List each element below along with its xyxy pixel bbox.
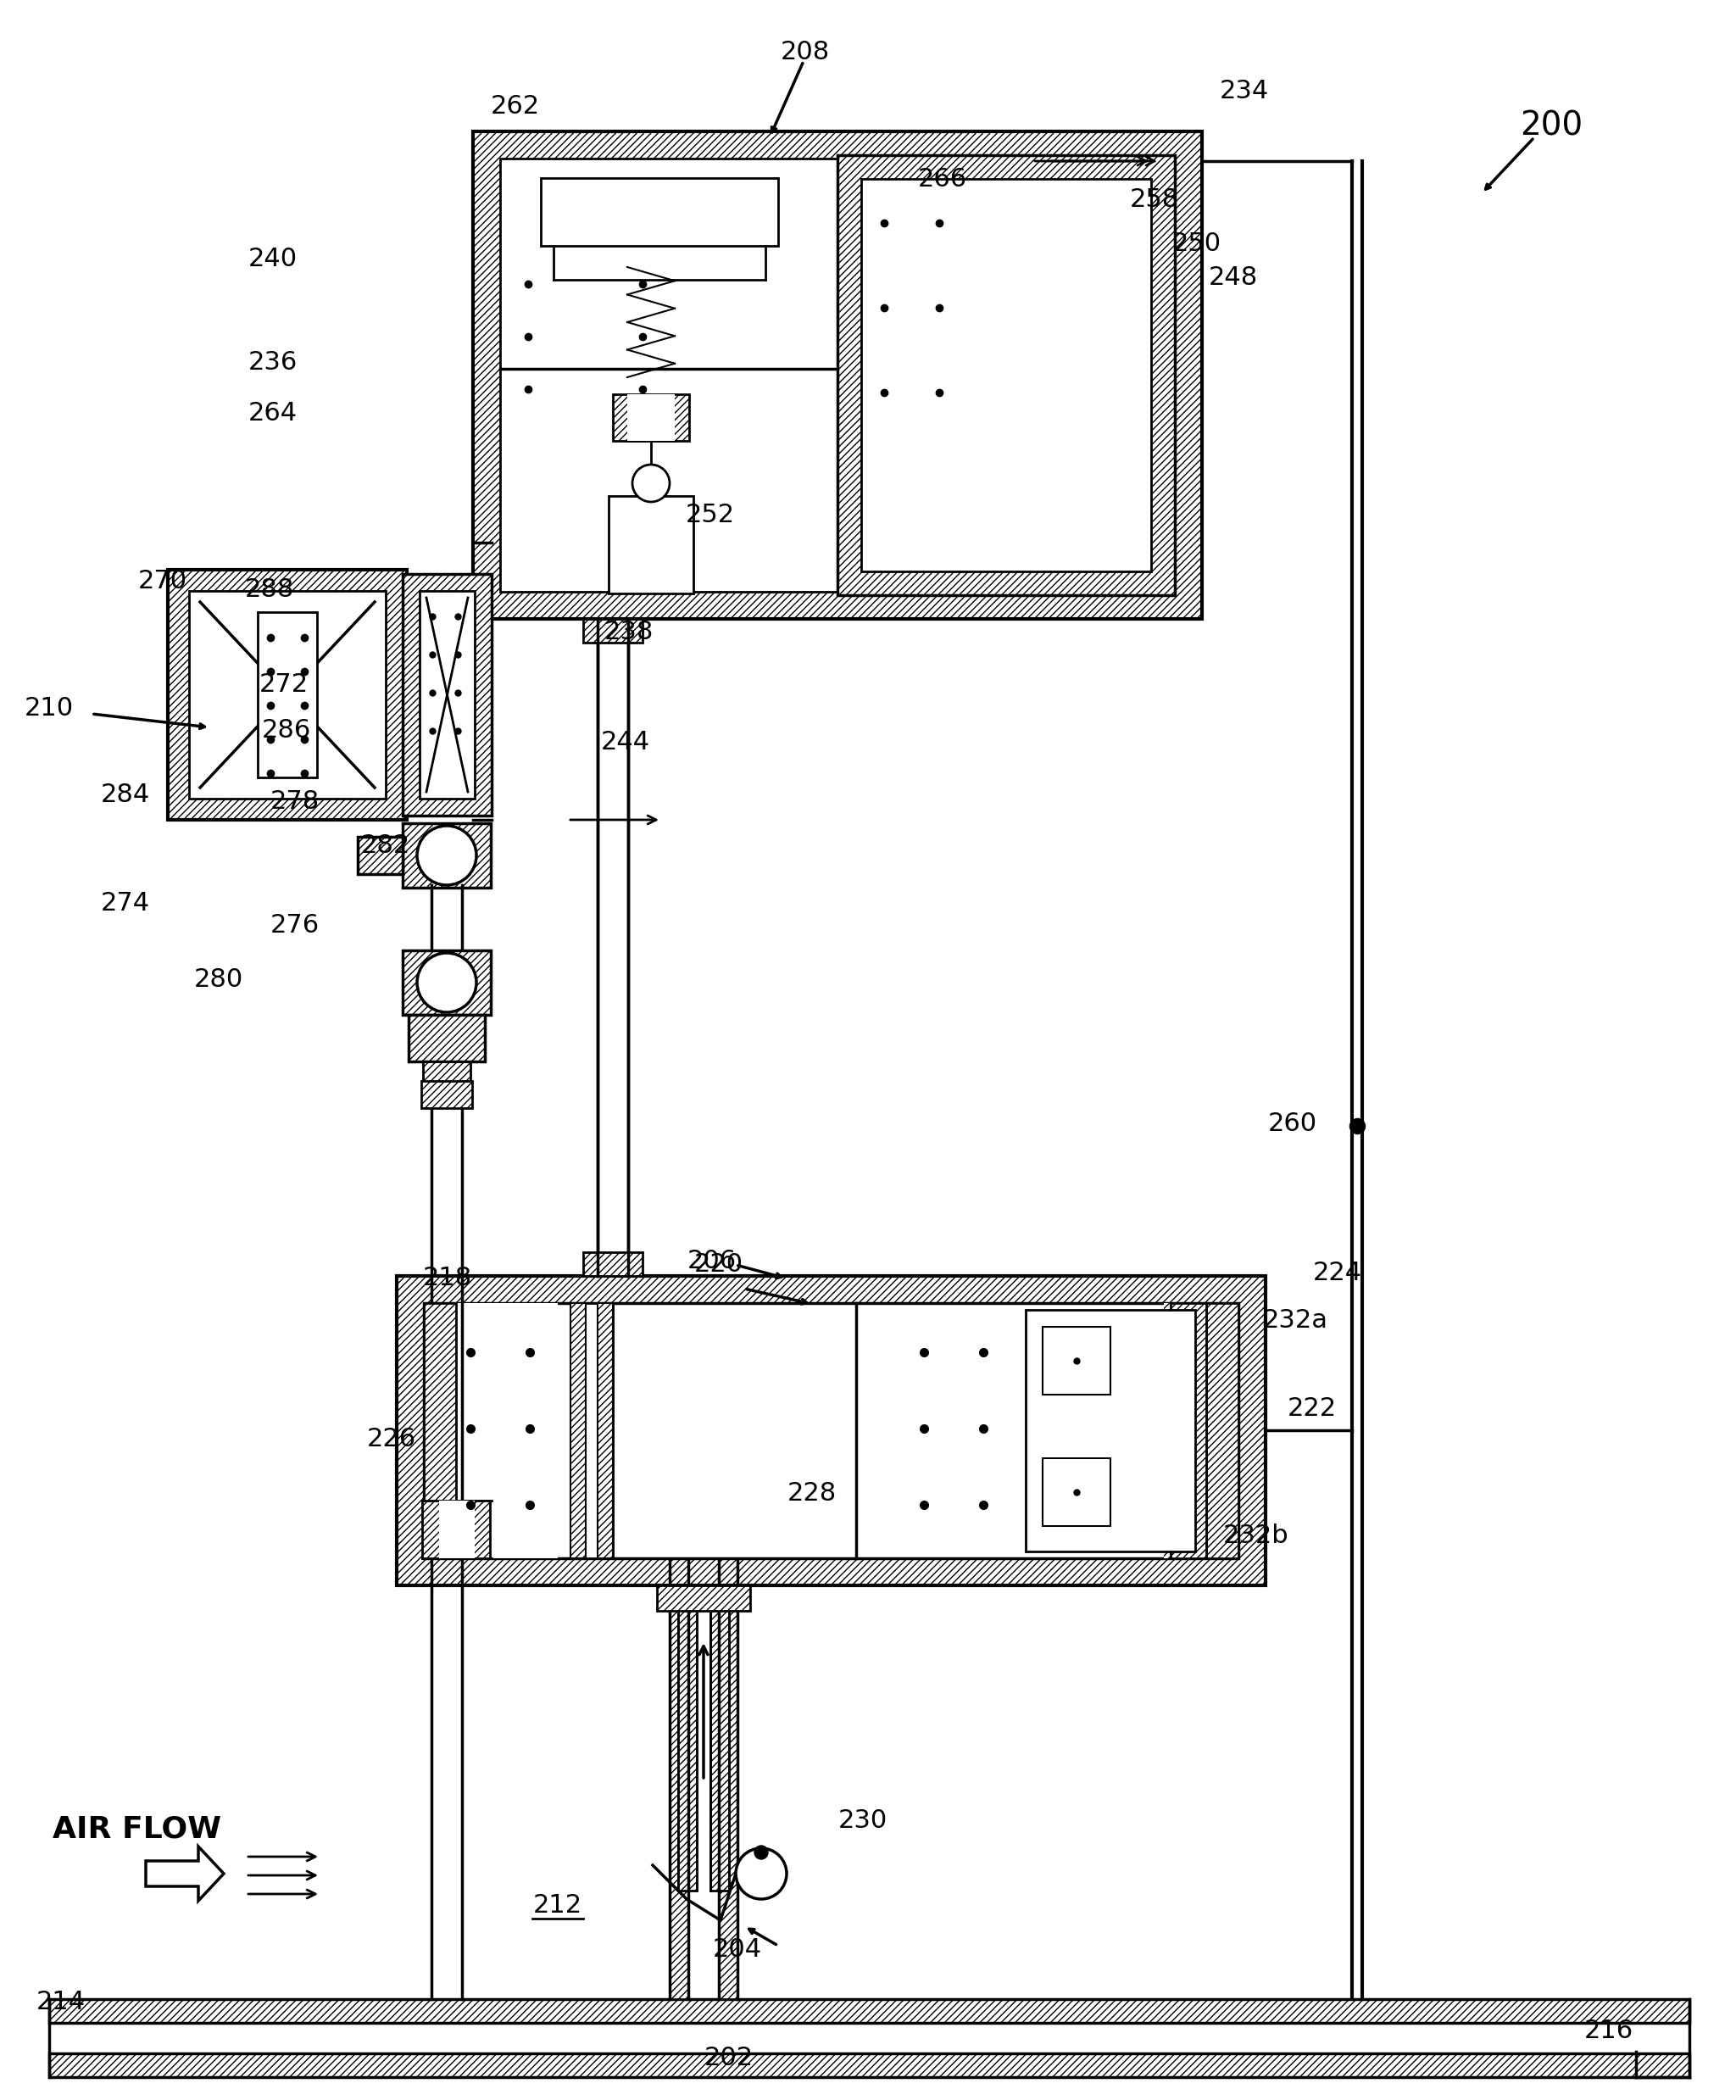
Text: 240: 240: [248, 246, 297, 271]
Text: 232a: 232a: [1262, 1308, 1328, 1334]
Text: 234: 234: [1220, 80, 1269, 103]
Circle shape: [755, 1846, 767, 1858]
Bar: [710, 1586, 729, 1890]
Circle shape: [632, 464, 670, 502]
Text: AIR FLOW: AIR FLOW: [52, 1814, 222, 1844]
Bar: [656, 1586, 750, 1611]
Text: 210: 210: [24, 695, 75, 720]
Bar: [613, 395, 689, 441]
Bar: [424, 1060, 470, 1086]
Text: 206: 206: [687, 1249, 736, 1275]
Bar: [1207, 1304, 1238, 1558]
Text: 252: 252: [686, 504, 734, 527]
Bar: [472, 132, 1201, 619]
Text: 276: 276: [271, 913, 319, 939]
Bar: [257, 611, 318, 777]
Bar: [424, 1304, 457, 1558]
Bar: [1163, 1304, 1207, 1558]
Text: 230: 230: [838, 1808, 887, 1833]
Text: 212: 212: [533, 1894, 582, 1917]
Text: 238: 238: [604, 619, 654, 645]
Bar: [49, 1999, 1689, 2022]
Text: 260: 260: [1267, 1111, 1318, 1136]
Text: 228: 228: [788, 1480, 837, 1506]
Bar: [583, 1252, 642, 1277]
Text: 248: 248: [1208, 267, 1259, 290]
Bar: [49, 2054, 1689, 2077]
Bar: [422, 1082, 472, 1109]
Bar: [189, 590, 385, 798]
Bar: [500, 158, 1175, 592]
Polygon shape: [146, 1846, 224, 1900]
Circle shape: [417, 953, 476, 1012]
Text: 216: 216: [1585, 2018, 1634, 2043]
Text: 264: 264: [248, 401, 297, 426]
Text: 204: 204: [713, 1938, 762, 1961]
Text: 286: 286: [262, 718, 311, 743]
Text: 224: 224: [1312, 1262, 1363, 1285]
Bar: [424, 1304, 1238, 1558]
Bar: [571, 1304, 613, 1558]
Text: 272: 272: [259, 672, 309, 697]
Bar: [571, 1304, 585, 1558]
Bar: [403, 823, 491, 888]
Text: 262: 262: [491, 94, 540, 118]
Text: 236: 236: [248, 351, 297, 376]
Text: 288: 288: [245, 578, 295, 601]
Bar: [1170, 1304, 1207, 1558]
Bar: [597, 1304, 613, 1558]
Text: 282: 282: [361, 834, 410, 859]
Bar: [861, 178, 1151, 571]
Bar: [420, 590, 474, 798]
Text: 274: 274: [101, 890, 149, 916]
Bar: [1043, 1327, 1111, 1394]
Text: 220: 220: [694, 1252, 743, 1277]
Text: 244: 244: [601, 729, 651, 754]
Bar: [583, 619, 642, 643]
Bar: [1026, 1310, 1194, 1552]
Text: 222: 222: [1288, 1396, 1337, 1422]
Bar: [439, 1501, 474, 1558]
Text: 226: 226: [366, 1428, 417, 1451]
Text: 278: 278: [271, 790, 319, 813]
Text: 200: 200: [1519, 109, 1583, 141]
Bar: [403, 573, 491, 815]
Bar: [1043, 1457, 1111, 1527]
Bar: [679, 1586, 696, 1890]
Text: 202: 202: [705, 2045, 753, 2071]
Circle shape: [736, 1848, 786, 1898]
Text: 208: 208: [781, 40, 830, 65]
Bar: [408, 1014, 484, 1060]
Text: 280: 280: [194, 966, 243, 991]
Bar: [627, 395, 675, 441]
Text: 266: 266: [918, 168, 967, 191]
Text: 232b: 232b: [1224, 1525, 1290, 1548]
Bar: [719, 1365, 738, 1999]
Bar: [403, 951, 491, 1014]
Bar: [422, 1501, 490, 1558]
Bar: [837, 155, 1175, 594]
Bar: [398, 1277, 1266, 1585]
Circle shape: [417, 825, 476, 884]
Bar: [168, 569, 406, 819]
Text: 250: 250: [1172, 231, 1222, 256]
Text: 270: 270: [139, 569, 187, 592]
Text: 218: 218: [424, 1266, 472, 1291]
Bar: [609, 496, 693, 594]
Text: 214: 214: [36, 1991, 85, 2014]
Bar: [457, 1304, 557, 1558]
Text: 284: 284: [101, 783, 149, 808]
Bar: [670, 1365, 687, 1999]
Text: 258: 258: [1130, 187, 1179, 212]
Bar: [358, 836, 403, 874]
Bar: [542, 178, 778, 246]
